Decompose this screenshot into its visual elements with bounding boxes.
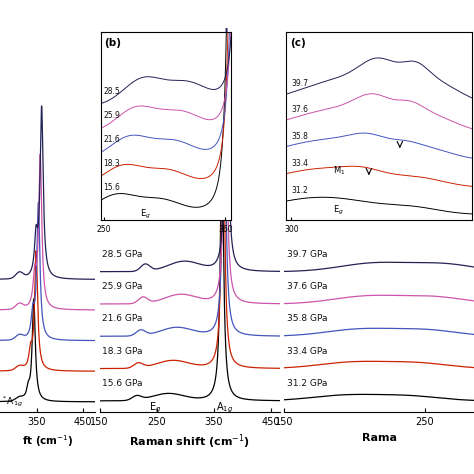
Text: 39.7 GPa: 39.7 GPa (287, 250, 328, 259)
X-axis label: Rama: Rama (362, 433, 397, 443)
Text: A$_{1g}$: A$_{1g}$ (216, 401, 233, 415)
Text: 33.4 GPa: 33.4 GPa (287, 346, 328, 356)
Text: E$_g$: E$_g$ (149, 401, 162, 415)
X-axis label: Raman shift (cm$^{-1}$): Raman shift (cm$^{-1}$) (129, 433, 250, 451)
Text: 37.6 GPa: 37.6 GPa (287, 282, 328, 291)
Text: 15.6 GPa: 15.6 GPa (102, 379, 143, 388)
Text: 21.6 GPa: 21.6 GPa (102, 314, 143, 323)
Text: 18.3 GPa: 18.3 GPa (102, 346, 143, 356)
Text: 25.9 GPa: 25.9 GPa (102, 282, 143, 291)
X-axis label: ft (cm$^{-1}$): ft (cm$^{-1}$) (21, 433, 73, 448)
Text: 31.2 GPa: 31.2 GPa (287, 379, 328, 388)
Text: 28.5 GPa: 28.5 GPa (102, 250, 143, 259)
Text: $^*$A$_{1g}$: $^*$A$_{1g}$ (1, 395, 23, 409)
Text: 35.8 GPa: 35.8 GPa (287, 314, 328, 323)
